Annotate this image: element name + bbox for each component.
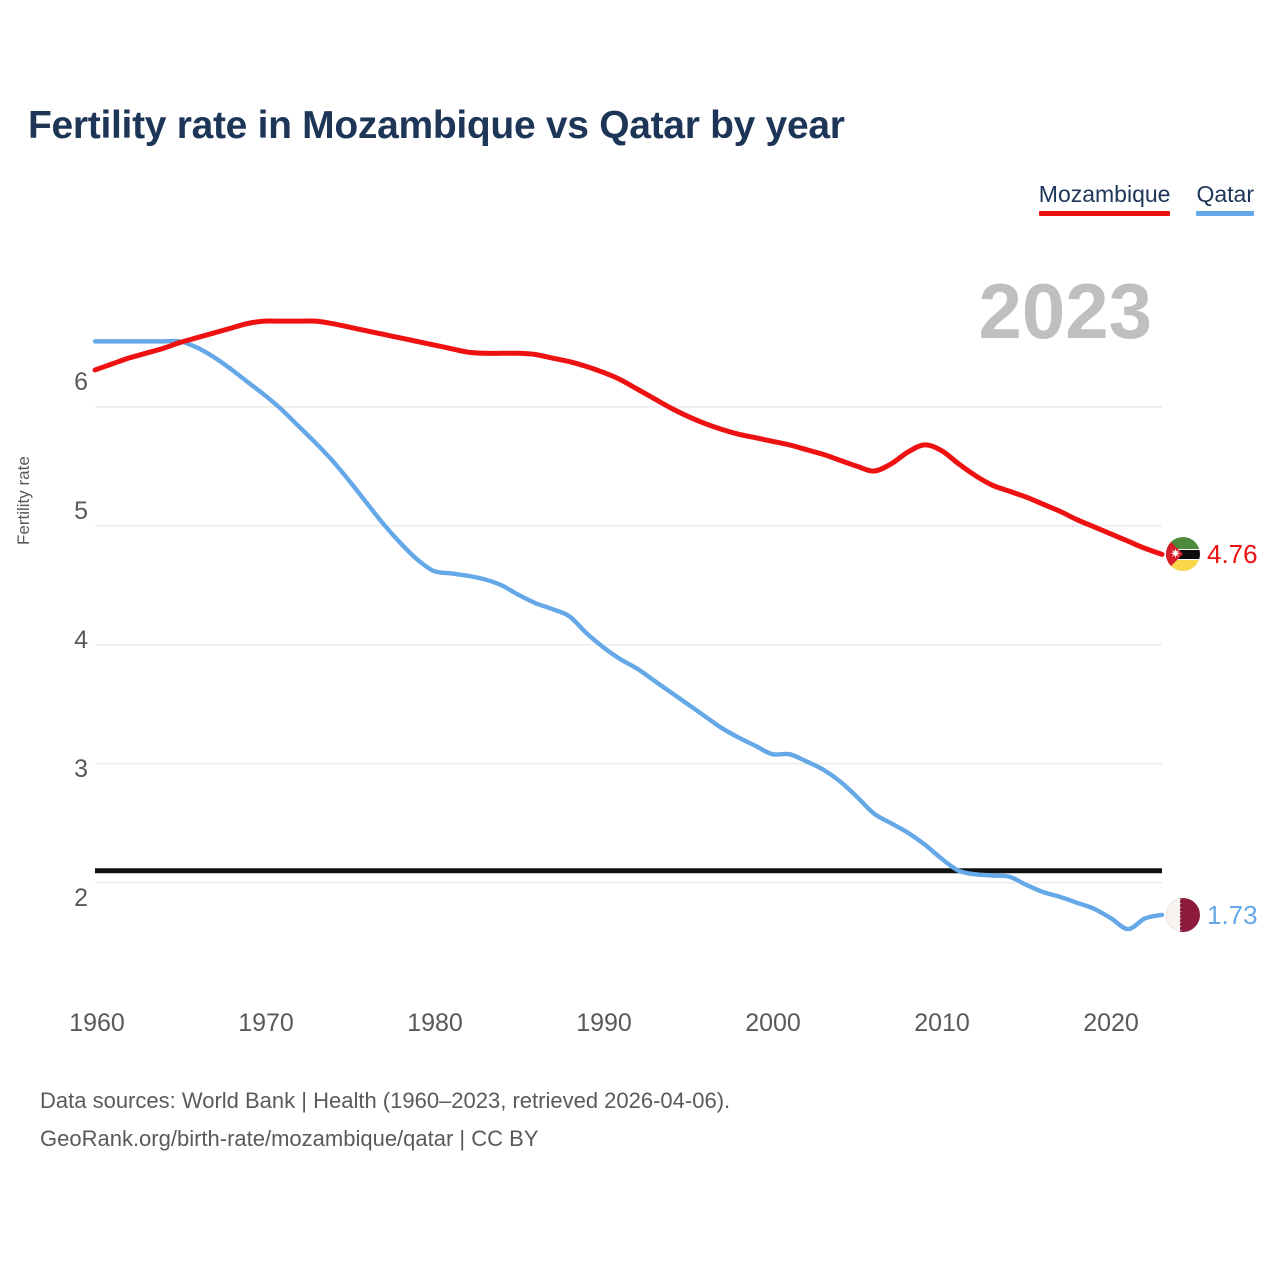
y-tick-3: 3 <box>74 755 88 783</box>
footer-attribution: GeoRank.org/birth-rate/mozambique/qatar … <box>40 1125 539 1151</box>
endpoint-qatar[interactable]: 1.73 <box>1166 897 1258 932</box>
endpoint-mozambique[interactable]: ✷ 4.76 <box>1166 537 1258 572</box>
y-tick-2: 2 <box>74 884 88 912</box>
qatar-flag-serration <box>1174 897 1182 932</box>
mozambique-flag-icon: ✷ <box>1166 537 1200 572</box>
x-tick-1970: 1970 <box>238 1009 294 1037</box>
y-axis-title: Fertility rate <box>14 456 33 545</box>
footer: Data sources: World Bank | Health (1960–… <box>40 1082 730 1158</box>
endpoint-value-qatar: 1.73 <box>1207 899 1258 930</box>
gridlines <box>95 406 1162 884</box>
legend-label-mozambique: Mozambique <box>1038 181 1171 207</box>
legend-label-qatar: Qatar <box>1196 181 1254 207</box>
y-tick-6: 6 <box>74 368 88 396</box>
legend: Mozambique Qatar <box>1038 181 1254 217</box>
x-tick-2000: 2000 <box>745 1009 801 1037</box>
legend-item-mozambique[interactable]: Mozambique <box>1038 181 1171 217</box>
endpoint-value-mozambique: 4.76 <box>1207 539 1258 570</box>
legend-swatch-mozambique <box>1038 211 1171 217</box>
page-title: Fertility rate in Mozambique vs Qatar by… <box>28 104 845 147</box>
legend-item-qatar[interactable]: Qatar <box>1196 181 1254 217</box>
qatar-flag-icon <box>1166 897 1200 932</box>
x-tick-1980: 1980 <box>407 1009 463 1037</box>
series-line-mozambique <box>92 318 1165 557</box>
x-tick-1990: 1990 <box>576 1009 632 1037</box>
y-tick-5: 5 <box>74 497 88 525</box>
y-tick-4: 4 <box>74 626 88 654</box>
series-line-qatar <box>92 338 1165 932</box>
year-watermark: 2023 <box>978 267 1152 355</box>
legend-swatch-qatar <box>1196 211 1254 217</box>
x-tick-2020: 2020 <box>1083 1009 1139 1037</box>
footer-data-sources: Data sources: World Bank | Health (1960–… <box>40 1088 731 1113</box>
x-tick-1960: 1960 <box>69 1009 125 1037</box>
x-tick-2010: 2010 <box>914 1009 970 1037</box>
